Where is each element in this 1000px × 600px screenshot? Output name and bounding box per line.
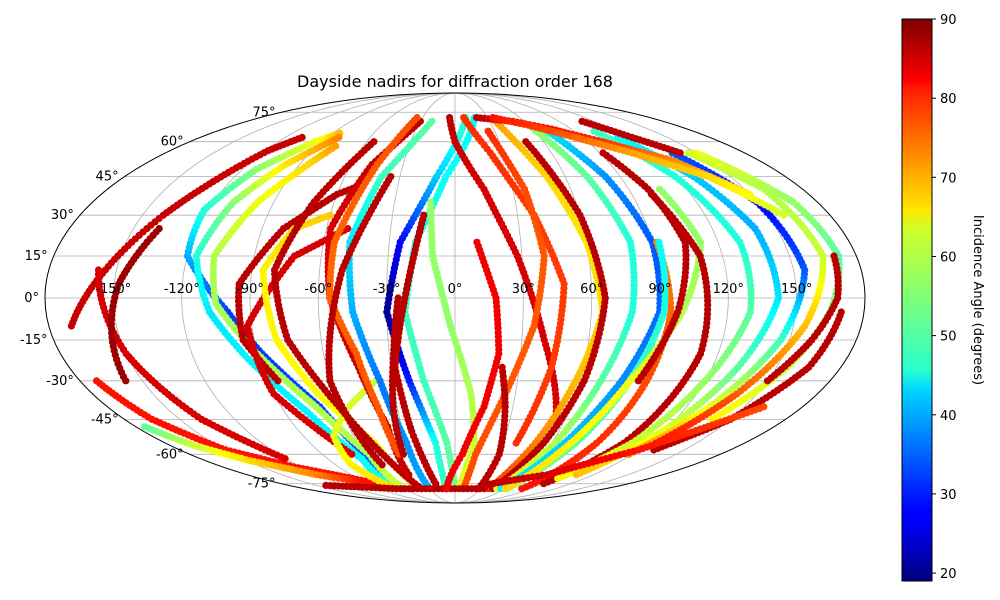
lon-tick-label: 30° xyxy=(512,282,535,297)
chart-title: Dayside nadirs for diffraction order 168 xyxy=(297,72,613,91)
nadir-point xyxy=(512,439,520,447)
nadir-point xyxy=(281,455,289,463)
nadir-point xyxy=(498,363,506,371)
colorbar-gradient xyxy=(901,18,933,582)
nadir-point xyxy=(522,138,530,146)
colorbar-tick-label: 80 xyxy=(940,92,957,107)
nadir-point xyxy=(656,185,664,193)
nadir-point xyxy=(655,238,663,246)
nadir-point xyxy=(370,138,378,146)
lon-tick-label: 90° xyxy=(648,282,671,297)
nadir-point xyxy=(676,149,684,157)
colorbar-tick-label: 40 xyxy=(940,409,957,424)
lat-tick-label: 45° xyxy=(96,170,119,185)
lat-tick-label: -60° xyxy=(156,447,184,462)
lat-tick-label: -30° xyxy=(46,374,74,389)
lat-tick-label: 75° xyxy=(252,105,275,120)
lat-tick-label: 0° xyxy=(24,291,39,306)
colorbar-tick-label: 20 xyxy=(940,567,957,582)
colorbar-tick-label: 30 xyxy=(940,488,957,503)
lon-tick-label: 60° xyxy=(580,282,603,297)
latitude-tick-labels: -75° -60° -45° -30° -15° 0° 15° 30° 45° 60° 75° xyxy=(20,105,276,491)
data-points xyxy=(67,114,845,493)
lat-tick-label: -75° xyxy=(248,477,276,492)
nadir-point xyxy=(830,252,838,260)
nadir-point xyxy=(427,198,435,206)
colorbar-tick-label: 60 xyxy=(940,251,957,266)
longitude-tick-labels: -150° -120° -90° -60° -30° 0° 30° 60° 90° 120° 150… xyxy=(95,282,812,297)
nadir-point xyxy=(155,225,163,233)
nadir-point xyxy=(344,225,352,233)
nadir-point xyxy=(335,133,343,141)
lon-tick-label: 0° xyxy=(448,282,463,297)
nadir-point xyxy=(780,211,788,219)
lon-tick-label: -150° xyxy=(95,282,131,297)
lat-tick-label: -15° xyxy=(20,333,48,348)
lon-tick-label: -120° xyxy=(164,282,200,297)
nadir-point xyxy=(387,173,395,181)
lon-tick-label: -30° xyxy=(373,282,401,297)
lat-tick-label: -45° xyxy=(91,412,119,427)
nadir-point xyxy=(473,238,481,246)
lat-tick-label: 15° xyxy=(25,249,48,264)
lon-tick-label: -60° xyxy=(304,282,332,297)
lon-tick-label: 150° xyxy=(781,282,812,297)
nadir-point xyxy=(428,117,436,125)
nadir-point xyxy=(760,403,768,411)
nadir-point xyxy=(599,149,607,157)
nadir-point xyxy=(413,114,421,122)
map-boundary xyxy=(44,92,866,504)
nadir-point xyxy=(332,142,340,150)
graticule xyxy=(45,92,865,504)
colorbar-tick-label: 70 xyxy=(940,171,957,186)
nadir-point xyxy=(326,211,334,219)
colorbar-tick-label: 50 xyxy=(940,330,957,345)
nadir-point xyxy=(359,478,367,486)
nadir-point xyxy=(647,190,656,198)
colorbar-label: Incidence Angle (degrees) xyxy=(970,215,985,385)
lat-tick-label: 30° xyxy=(51,208,74,223)
nadir-point xyxy=(420,211,428,219)
lat-tick-label: 60° xyxy=(161,135,184,150)
colorbar-tick-label: 90 xyxy=(940,13,957,28)
colorbar: 20 30 40 50 60 70 80 90 Incidence Angle (degree… xyxy=(901,13,985,582)
colorbar-ticks: 20 30 40 50 60 70 80 90 xyxy=(932,13,957,582)
nadir-point xyxy=(692,149,700,157)
nadir-point xyxy=(298,133,306,141)
nadir-point xyxy=(684,149,692,157)
lon-tick-label: -90° xyxy=(236,282,264,297)
nadir-point xyxy=(484,127,492,135)
lon-tick-label: 120° xyxy=(713,282,744,297)
nadir-point xyxy=(590,127,598,135)
nadir-point xyxy=(394,294,402,302)
